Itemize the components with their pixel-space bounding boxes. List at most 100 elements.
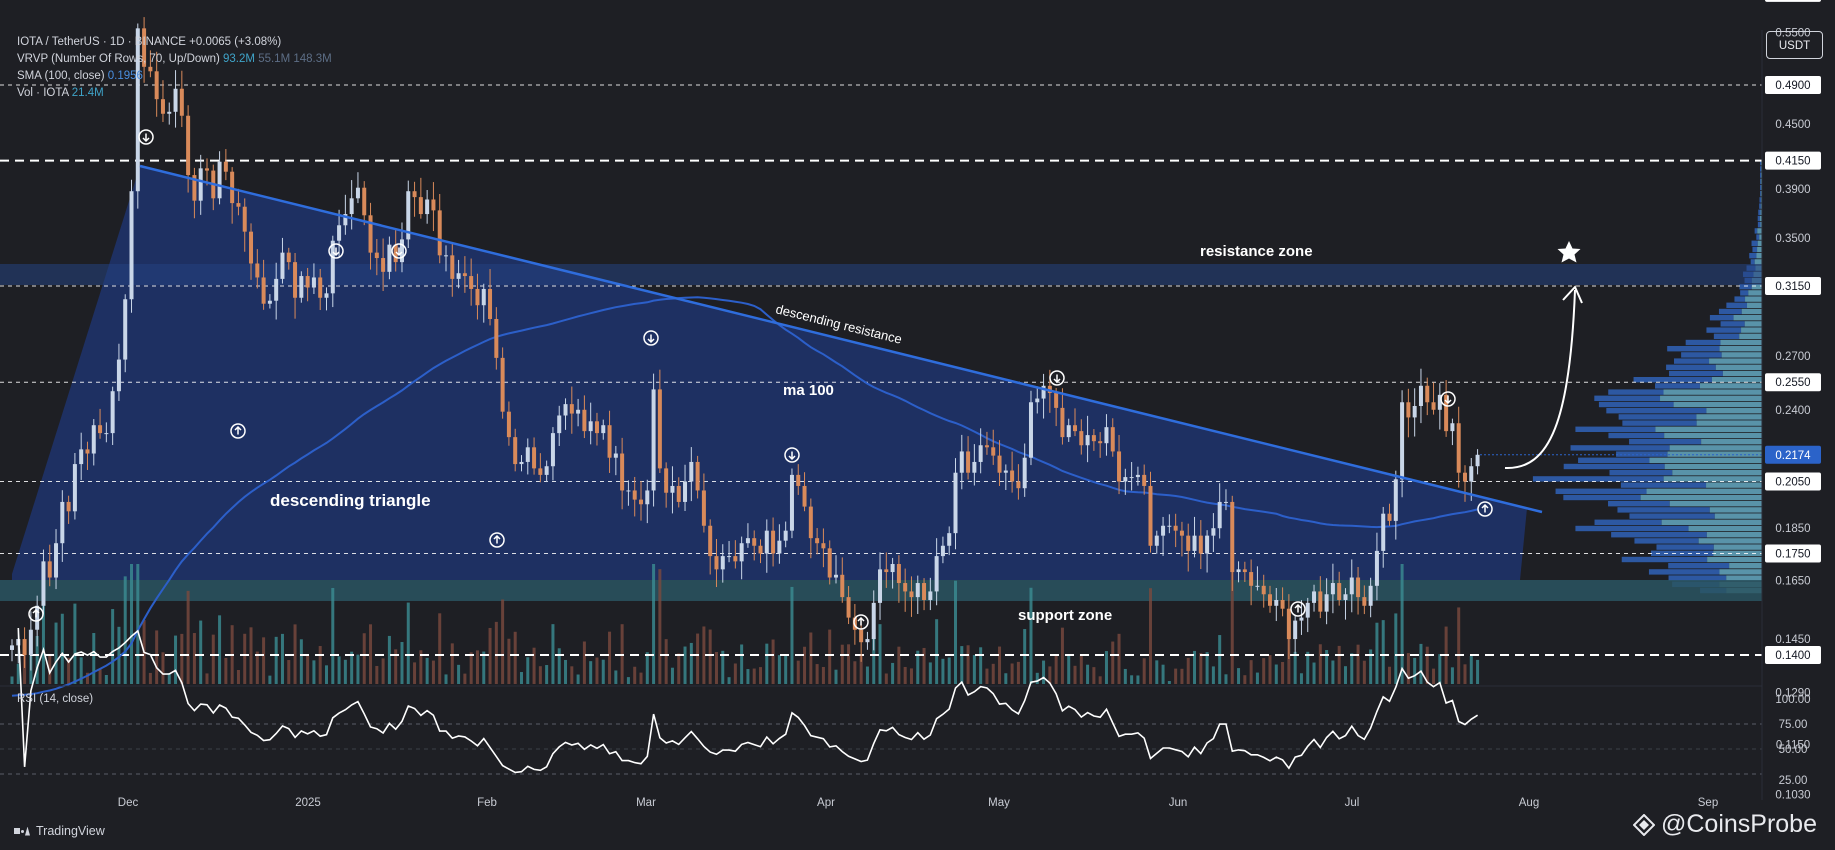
candle-body: [330, 240, 335, 294]
volume-profile-row: [1578, 457, 1650, 463]
volume-bar: [683, 646, 687, 684]
volume-profile-row: [1681, 352, 1722, 358]
candle-body: [821, 543, 826, 549]
volume-bar: [1218, 635, 1222, 684]
candle-body: [494, 318, 499, 358]
volume-profile-row: [1721, 352, 1762, 358]
volume-bar: [1148, 588, 1152, 684]
candle-body: [98, 425, 103, 434]
candle-body: [1381, 513, 1386, 551]
volume-bar: [1010, 663, 1014, 684]
volume-profile-row: [1706, 532, 1762, 538]
arrow-up-circle-icon: [28, 606, 44, 622]
volume-bar: [475, 650, 479, 684]
candle-body: [186, 115, 191, 176]
volume-bar: [1092, 667, 1096, 684]
volume-profile-row: [1711, 377, 1762, 383]
candle-body: [28, 629, 33, 656]
candle-body: [173, 88, 178, 112]
volume-bar: [1098, 676, 1102, 684]
volume-profile-row: [1713, 544, 1762, 550]
candle-body: [1091, 435, 1096, 442]
tradingview-brand[interactable]: TradingView: [14, 824, 105, 838]
volume-bar: [897, 646, 901, 684]
volume-profile-row: [1759, 203, 1761, 209]
volume-bar: [1274, 664, 1278, 684]
volume-profile-row: [1640, 494, 1762, 501]
volume-profile-row: [1751, 284, 1762, 290]
candle-body: [167, 111, 172, 114]
volume-bar: [400, 642, 404, 684]
volume-profile-row: [1718, 308, 1742, 315]
sma-value: 0.1956: [107, 70, 143, 82]
candle-body: [142, 28, 147, 67]
volume-bar: [859, 654, 863, 684]
vrvp-label[interactable]: VRVP (Number Of Rows, 70, Up/Down): [17, 53, 220, 65]
volume-bar: [538, 666, 542, 684]
volume-bar: [325, 665, 328, 684]
volume-profile-row: [1709, 315, 1734, 321]
candle-body: [324, 293, 329, 298]
candle-body: [1274, 599, 1279, 606]
volume-profile-row: [1563, 494, 1641, 501]
candle-body: [1330, 583, 1335, 595]
volume-bar: [746, 669, 750, 684]
volume-profile-row: [1741, 308, 1762, 315]
candle-body: [1186, 535, 1191, 551]
volume-profile-row: [1696, 414, 1762, 420]
candle-body: [903, 583, 908, 592]
volume-profile-row: [1745, 296, 1762, 302]
candle-body: [60, 501, 65, 544]
volume-bar: [564, 659, 568, 684]
volume-bar: [507, 638, 511, 684]
volume-bar: [1394, 613, 1398, 684]
rsi-label[interactable]: RSI (14, close): [17, 693, 94, 705]
arrow-down-circle-icon: [391, 243, 407, 259]
candle-body: [154, 71, 159, 100]
volume-bar: [136, 564, 140, 684]
vrvp-total: 93.2M: [223, 53, 255, 65]
volume-bars: [10, 564, 1480, 684]
volume-profile-row: [1698, 538, 1762, 544]
volume-label[interactable]: Vol · IOTA: [17, 87, 69, 99]
candle-body: [947, 533, 952, 546]
symbol-label[interactable]: IOTA / TetherUS · 1D · BINANCE: [17, 36, 186, 48]
volume-bar: [104, 674, 108, 684]
candle-body: [160, 99, 165, 114]
candle-body: [437, 210, 442, 256]
volume-profile-row: [1726, 302, 1748, 308]
candle-body: [318, 277, 323, 298]
volume-bar: [639, 672, 643, 684]
volume-profile-row: [1646, 488, 1762, 494]
volume-bar: [211, 634, 215, 684]
volume-bar: [847, 644, 851, 684]
candle-body: [1205, 535, 1210, 554]
candle-body: [274, 278, 279, 301]
volume-profile-row: [1760, 160, 1761, 166]
candle-body: [1337, 583, 1342, 600]
volume-bar: [1400, 564, 1404, 684]
sma-label[interactable]: SMA (100, close): [17, 70, 105, 82]
candle-body: [444, 255, 449, 257]
volume-bar: [1255, 672, 1259, 684]
volume-bar: [991, 663, 995, 684]
volume-bar: [469, 652, 473, 684]
candle-body: [959, 451, 964, 473]
volume-profile-row: [1685, 339, 1721, 346]
volume-profile-row: [1760, 203, 1762, 209]
volume-bar: [35, 635, 39, 684]
volume-bar: [935, 619, 939, 684]
candle-body: [645, 490, 650, 505]
volume-profile-row: [1629, 513, 1715, 519]
candle-body: [286, 252, 291, 263]
candle-body: [1073, 425, 1078, 432]
currency-button[interactable]: USDT: [1766, 31, 1823, 59]
candle-body: [1418, 385, 1423, 407]
candle-body: [909, 591, 914, 598]
candle-body: [230, 171, 235, 204]
volume-bar: [626, 677, 630, 684]
volume-bar: [1035, 672, 1039, 684]
volume-bar: [98, 668, 102, 684]
candle-body: [1343, 594, 1348, 600]
